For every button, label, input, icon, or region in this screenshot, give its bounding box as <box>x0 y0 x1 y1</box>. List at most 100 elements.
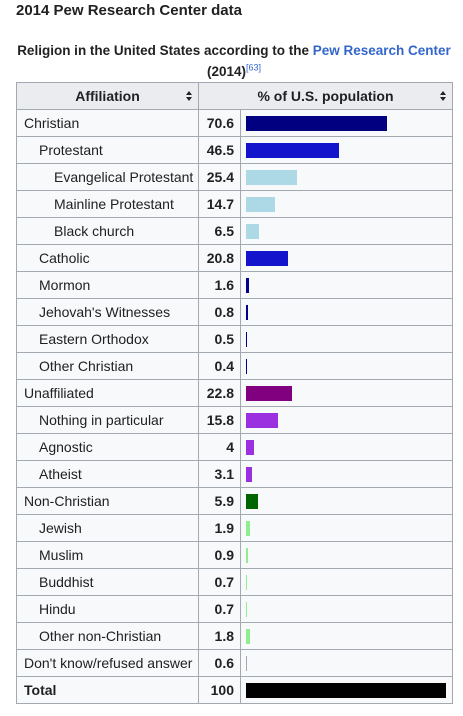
bar <box>246 466 253 482</box>
affiliation-cell: Evangelical Protestant <box>16 163 199 191</box>
value-cell: 3.1 <box>198 460 241 488</box>
value-cell: 1.8 <box>198 622 241 650</box>
sort-icon <box>440 91 446 101</box>
table-row: Unaffiliated 22.8 <box>16 379 453 407</box>
value-cell: 0.5 <box>198 325 241 353</box>
bar <box>246 331 247 347</box>
value-cell: 0.6 <box>198 649 241 677</box>
affiliation-cell: Muslim <box>16 541 199 569</box>
table-row: Non-Christian 5.9 <box>16 487 453 515</box>
bar-cell <box>240 514 453 542</box>
table-row: Catholic 20.8 <box>16 244 453 272</box>
bar-cell <box>240 541 453 569</box>
value-cell: 15.8 <box>198 406 241 434</box>
value-cell: 70.6 <box>198 109 241 137</box>
bar-cell <box>240 595 453 623</box>
bar-cell <box>240 379 453 407</box>
value-cell: 0.4 <box>198 352 241 380</box>
table-row: Nothing in particular 15.8 <box>16 406 453 434</box>
bar <box>246 547 248 563</box>
table-row: Other non-Christian 1.8 <box>16 622 453 650</box>
heading: 2014 Pew Research Center data <box>16 2 242 19</box>
affiliation-cell: Unaffiliated <box>16 379 199 407</box>
bar <box>246 250 288 266</box>
bar-cell <box>240 352 453 380</box>
table-row: Muslim 0.9 <box>16 541 453 569</box>
affiliation-cell: Eastern Orthodox <box>16 325 199 353</box>
bar <box>246 115 388 131</box>
bar <box>246 493 258 509</box>
bar-cell <box>240 622 453 650</box>
bar <box>246 304 248 320</box>
affiliation-cell: Agnostic <box>16 433 199 461</box>
bar-cell <box>240 487 453 515</box>
bar-cell <box>240 406 453 434</box>
affiliation-cell: Jewish <box>16 514 199 542</box>
value-cell: 14.7 <box>198 190 241 218</box>
bar <box>246 520 250 536</box>
affiliation-cell: Black church <box>16 217 199 245</box>
value-cell: 4 <box>198 433 241 461</box>
value-cell: 6.5 <box>198 217 241 245</box>
data-table: Affiliation % of U.S. population Christi… <box>16 82 453 704</box>
bar <box>246 439 254 455</box>
affiliation-cell: Total <box>16 676 199 704</box>
value-cell: 100 <box>198 676 241 704</box>
reference[interactable]: [63] <box>246 62 262 73</box>
value-cell: 0.8 <box>198 298 241 326</box>
bar <box>246 628 250 644</box>
bar-cell <box>240 244 453 272</box>
affiliation-cell: Don't know/refused answer <box>16 649 199 677</box>
affiliation-cell: Hindu <box>16 595 199 623</box>
column-header[interactable]: Affiliation <box>16 82 199 110</box>
bar <box>246 277 250 293</box>
value-cell: 5.9 <box>198 487 241 515</box>
table-row: Hindu 0.7 <box>16 595 453 623</box>
table-row: Don't know/refused answer 0.6 <box>16 649 453 677</box>
header-row: Affiliation % of U.S. population <box>16 82 453 110</box>
affiliation-cell: Catholic <box>16 244 199 272</box>
table-row: Protestant 46.5 <box>16 136 453 164</box>
column-header[interactable]: % of U.S. population <box>198 82 453 110</box>
table-row: Christian 70.6 <box>16 109 453 137</box>
bar-cell <box>240 217 453 245</box>
table-row: Other Christian 0.4 <box>16 352 453 380</box>
bar-cell <box>240 460 453 488</box>
bar-cell <box>240 163 453 191</box>
bar-cell <box>240 325 453 353</box>
bar <box>246 574 248 590</box>
value-cell: 0.7 <box>198 568 241 596</box>
caption: Religion in the United States according … <box>16 40 452 82</box>
value-cell: 1.6 <box>198 271 241 299</box>
affiliation-cell: Mormon <box>16 271 199 299</box>
table-row: Buddhist 0.7 <box>16 568 453 596</box>
bar-cell <box>240 136 453 164</box>
affiliation-cell: Non-Christian <box>16 487 199 515</box>
affiliation-cell: Mainline Protestant <box>16 190 199 218</box>
value-cell: 20.8 <box>198 244 241 272</box>
bar <box>246 358 247 374</box>
bar <box>246 682 446 698</box>
header-text: Affiliation <box>75 88 140 104</box>
bar-cell <box>240 676 453 704</box>
caption-suffix: (2014) <box>206 64 246 79</box>
affiliation-cell: Other Christian <box>16 352 199 380</box>
table-row: Jewish 1.9 <box>16 514 453 542</box>
affiliation-cell: Buddhist <box>16 568 199 596</box>
bar-cell <box>240 568 453 596</box>
header-text: % of U.S. population <box>257 88 394 104</box>
affiliation-cell: Protestant <box>16 136 199 164</box>
affiliation-cell: Nothing in particular <box>16 406 199 434</box>
value-cell: 1.9 <box>198 514 241 542</box>
caption-link[interactable]: Pew Research Center <box>312 43 451 58</box>
bar <box>246 196 276 212</box>
sort-icon <box>186 91 192 101</box>
bar-cell <box>240 433 453 461</box>
affiliation-cell: Atheist <box>16 460 199 488</box>
bar <box>246 223 259 239</box>
bar <box>246 601 248 617</box>
caption-text: Religion in the United States according … <box>17 43 313 58</box>
table-row: Total 100 <box>16 676 453 704</box>
bar-cell <box>240 271 453 299</box>
